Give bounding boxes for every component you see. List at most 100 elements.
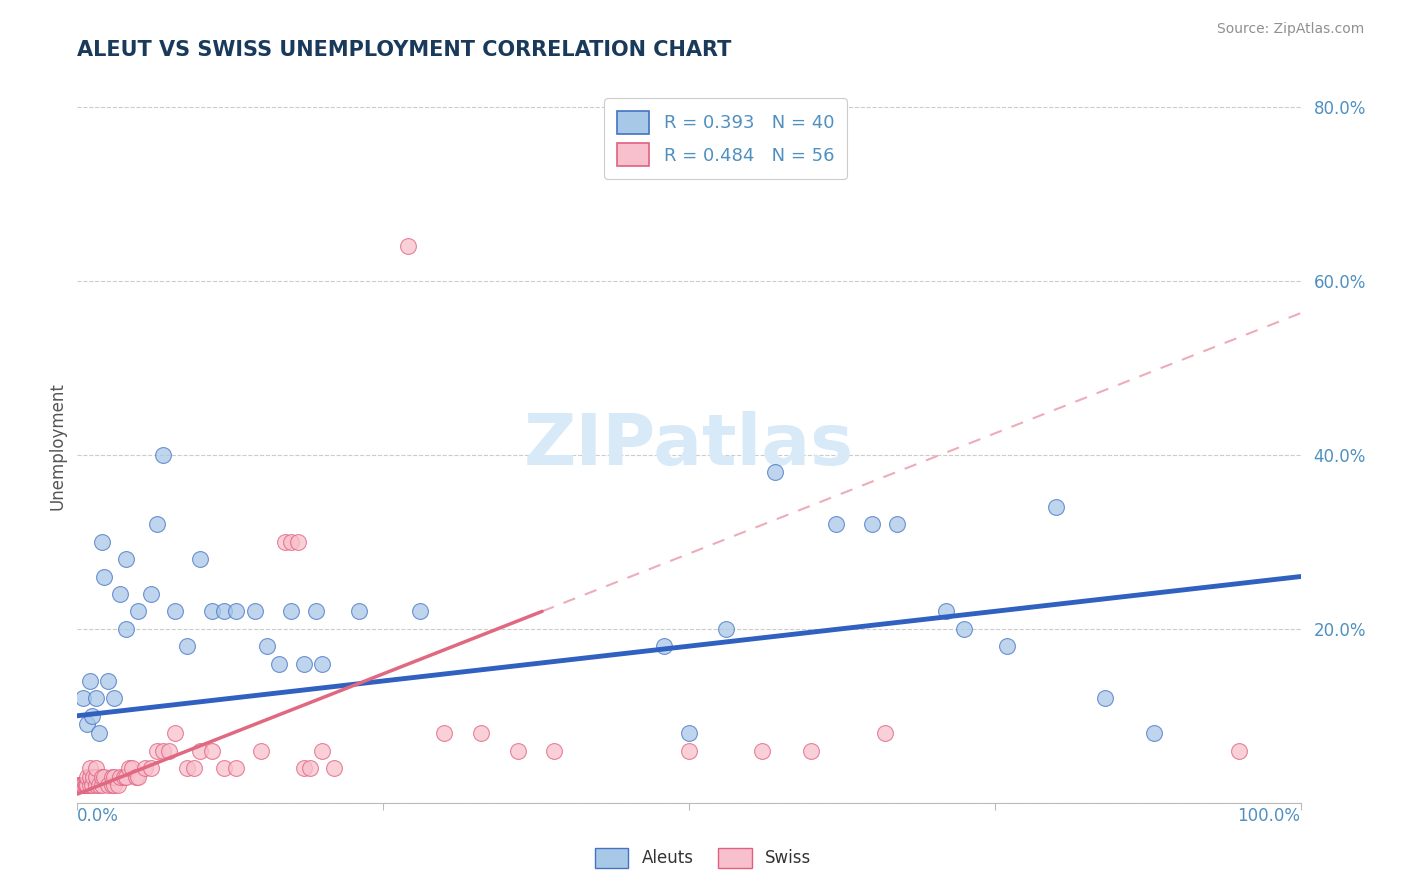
Point bbox=[107, 778, 129, 792]
Point bbox=[90, 778, 112, 792]
Text: Source: ZipAtlas.com: Source: ZipAtlas.com bbox=[1216, 22, 1364, 37]
Point bbox=[311, 657, 333, 671]
Point bbox=[256, 639, 278, 653]
Point bbox=[886, 517, 908, 532]
Point bbox=[118, 761, 141, 775]
Point bbox=[152, 448, 174, 462]
Text: ALEUT VS SWISS UNEMPLOYMENT CORRELATION CHART: ALEUT VS SWISS UNEMPLOYMENT CORRELATION … bbox=[77, 40, 731, 60]
Point bbox=[76, 778, 98, 792]
Point bbox=[112, 770, 135, 784]
Point bbox=[506, 743, 529, 757]
Point bbox=[84, 770, 107, 784]
Point bbox=[212, 761, 235, 775]
Point bbox=[274, 534, 297, 549]
Point bbox=[115, 622, 138, 636]
Point bbox=[243, 604, 266, 618]
Point bbox=[824, 517, 846, 532]
Point bbox=[146, 517, 169, 532]
Point bbox=[80, 778, 103, 792]
Point bbox=[103, 778, 125, 792]
Point bbox=[1045, 500, 1067, 514]
Point bbox=[125, 770, 148, 784]
Point bbox=[82, 770, 104, 784]
Point bbox=[714, 622, 737, 636]
Point bbox=[79, 778, 101, 792]
Text: ZIPatlas: ZIPatlas bbox=[524, 411, 853, 481]
Point bbox=[79, 761, 101, 775]
Text: 0.0%: 0.0% bbox=[77, 807, 120, 825]
Point bbox=[84, 761, 107, 775]
Point bbox=[152, 743, 174, 757]
Point bbox=[201, 604, 224, 618]
Point bbox=[127, 770, 149, 784]
Point bbox=[139, 761, 162, 775]
Point bbox=[100, 770, 122, 784]
Point bbox=[292, 761, 315, 775]
Point bbox=[269, 657, 291, 671]
Point bbox=[108, 587, 131, 601]
Point bbox=[90, 770, 112, 784]
Point bbox=[127, 604, 149, 618]
Point bbox=[800, 743, 823, 757]
Point bbox=[84, 691, 107, 706]
Point bbox=[93, 569, 115, 583]
Point bbox=[470, 726, 492, 740]
Point bbox=[292, 657, 315, 671]
Point bbox=[176, 639, 198, 653]
Legend: R = 0.393   N = 40, R = 0.484   N = 56: R = 0.393 N = 40, R = 0.484 N = 56 bbox=[605, 98, 846, 179]
Point bbox=[121, 761, 143, 775]
Y-axis label: Unemployment: Unemployment bbox=[48, 382, 66, 510]
Point bbox=[280, 534, 302, 549]
Point bbox=[298, 761, 321, 775]
Point bbox=[89, 778, 111, 792]
Point bbox=[70, 778, 93, 792]
Point bbox=[100, 778, 122, 792]
Point bbox=[176, 761, 198, 775]
Point bbox=[995, 639, 1018, 653]
Point bbox=[201, 743, 224, 757]
Point bbox=[73, 778, 96, 792]
Point bbox=[678, 743, 700, 757]
Point bbox=[72, 691, 94, 706]
Point bbox=[76, 717, 98, 731]
Point bbox=[139, 587, 162, 601]
Point bbox=[287, 534, 309, 549]
Point bbox=[75, 778, 97, 792]
Point bbox=[76, 770, 98, 784]
Point bbox=[79, 770, 101, 784]
Point bbox=[115, 552, 138, 566]
Point bbox=[396, 239, 419, 253]
Point bbox=[323, 761, 346, 775]
Point bbox=[188, 552, 211, 566]
Point bbox=[188, 743, 211, 757]
Point bbox=[103, 770, 125, 784]
Point bbox=[1229, 743, 1251, 757]
Point bbox=[250, 743, 273, 757]
Point bbox=[165, 726, 187, 740]
Point bbox=[654, 639, 676, 653]
Point bbox=[84, 778, 107, 792]
Point bbox=[935, 604, 957, 618]
Point bbox=[103, 691, 125, 706]
Point bbox=[79, 673, 101, 688]
Legend: Aleuts, Swiss: Aleuts, Swiss bbox=[588, 841, 818, 875]
Point bbox=[347, 604, 370, 618]
Point bbox=[862, 517, 884, 532]
Point bbox=[212, 604, 235, 618]
Point bbox=[1143, 726, 1166, 740]
Point bbox=[183, 761, 205, 775]
Point bbox=[751, 743, 773, 757]
Point bbox=[873, 726, 896, 740]
Text: 100.0%: 100.0% bbox=[1237, 807, 1301, 825]
Point bbox=[90, 534, 112, 549]
Point bbox=[69, 778, 91, 792]
Point bbox=[115, 770, 138, 784]
Point bbox=[157, 743, 180, 757]
Point bbox=[953, 622, 976, 636]
Point bbox=[280, 604, 302, 618]
Point bbox=[763, 465, 786, 479]
Point bbox=[89, 726, 111, 740]
Point bbox=[543, 743, 565, 757]
Point bbox=[311, 743, 333, 757]
Point bbox=[72, 778, 94, 792]
